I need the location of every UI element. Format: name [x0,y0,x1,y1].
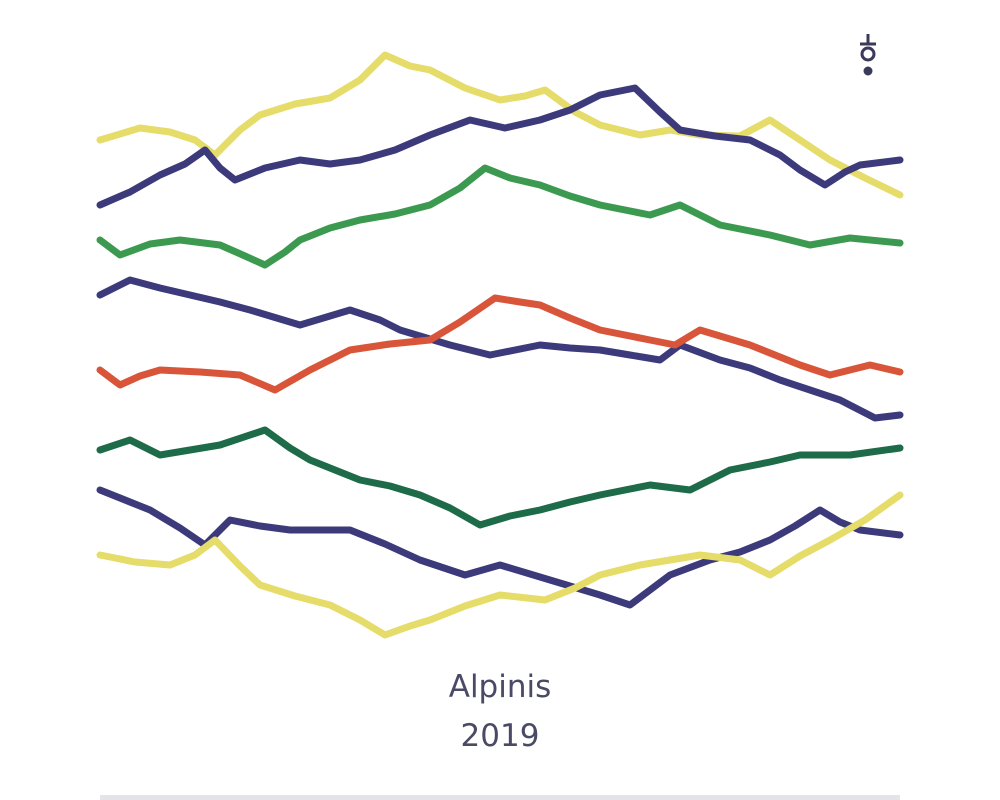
line-navy-bottom [96,486,904,609]
year: 2019 [461,718,540,754]
title: Alpinis [449,669,552,705]
line-green [96,164,904,269]
line-red [96,294,904,394]
line-yellow-top [96,51,904,199]
icon-ring [860,46,876,62]
art-lines [96,51,904,639]
line-dark-green [96,426,904,529]
logo-icon [860,34,876,76]
line-yellow-bottom [96,491,904,639]
icon-dot [863,66,873,76]
line-navy-middle [96,276,904,422]
line-navy-top [96,84,904,209]
bottom-rule [100,795,900,800]
